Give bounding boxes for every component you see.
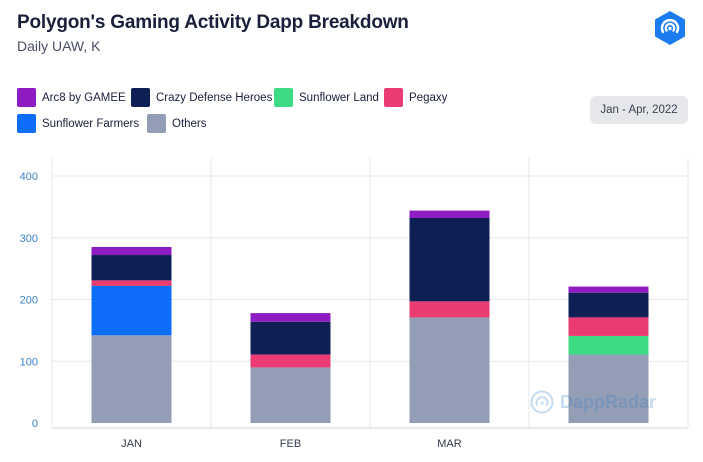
bar-segment bbox=[409, 210, 490, 218]
legend-item-crazy-defense-heroes[interactable]: Crazy Defense Heroes bbox=[131, 88, 272, 107]
bar-segment bbox=[91, 280, 172, 286]
y-tick-label: 200 bbox=[20, 295, 38, 307]
legend-swatch bbox=[17, 88, 36, 107]
bar-segment bbox=[250, 313, 331, 322]
x-tick-label: FEB bbox=[280, 438, 301, 450]
watermark-text: DappRadar bbox=[560, 391, 657, 412]
bar-segment bbox=[409, 301, 490, 318]
chart-subtitle: Daily UAW, K bbox=[17, 38, 101, 54]
legend-label: Pegaxy bbox=[409, 91, 448, 104]
dappradar-logo-icon bbox=[655, 11, 685, 45]
legend-swatch bbox=[17, 114, 36, 133]
date-range-badge[interactable]: Jan - Apr, 2022 bbox=[590, 96, 688, 124]
y-tick-label: 0 bbox=[32, 418, 38, 430]
bar-segment bbox=[568, 317, 649, 336]
bar-segment bbox=[250, 354, 331, 368]
legend-item-others[interactable]: Others bbox=[147, 114, 207, 133]
legend-swatch bbox=[131, 88, 150, 107]
legend-item-pegaxy[interactable]: Pegaxy bbox=[384, 88, 447, 107]
legend-label: Sunflower Farmers bbox=[42, 117, 140, 130]
chart-title: Polygon's Gaming Activity Dapp Breakdown bbox=[17, 12, 409, 33]
y-tick-label: 100 bbox=[20, 356, 38, 368]
bar-segment bbox=[568, 335, 649, 355]
bar-segment bbox=[409, 317, 490, 423]
legend-item-sunflower-farmers[interactable]: Sunflower Farmers bbox=[17, 114, 139, 133]
bar-segment bbox=[250, 321, 331, 355]
bar-segment bbox=[91, 247, 172, 256]
legend-swatch bbox=[147, 114, 166, 133]
bar-segment bbox=[91, 255, 172, 281]
bar-segment bbox=[568, 354, 649, 423]
legend-label: Others bbox=[172, 117, 207, 130]
legend-label: Crazy Defense Heroes bbox=[156, 91, 273, 104]
x-tick-label: MAR bbox=[437, 438, 462, 450]
y-tick-label: 300 bbox=[20, 233, 38, 245]
bar-segment bbox=[91, 335, 172, 423]
legend-item-arc8[interactable]: Arc8 by GAMEE bbox=[17, 88, 126, 107]
x-tick-label: JAN bbox=[121, 438, 142, 450]
legend-label: Arc8 by GAMEE bbox=[42, 91, 126, 104]
bar-segment bbox=[568, 292, 649, 318]
watermark-logo-icon bbox=[530, 390, 554, 414]
bar-segment bbox=[250, 367, 331, 423]
legend-swatch bbox=[384, 88, 403, 107]
legend-label: Sunflower Land bbox=[299, 91, 379, 104]
bar-segment bbox=[409, 217, 490, 302]
bar-segment bbox=[568, 286, 649, 293]
bar-segment bbox=[91, 285, 172, 336]
dappradar-watermark: DappRadar bbox=[530, 390, 656, 414]
legend-item-sunflower-land[interactable]: Sunflower Land bbox=[274, 88, 379, 107]
y-tick-label: 400 bbox=[20, 171, 38, 183]
legend-swatch bbox=[274, 88, 293, 107]
